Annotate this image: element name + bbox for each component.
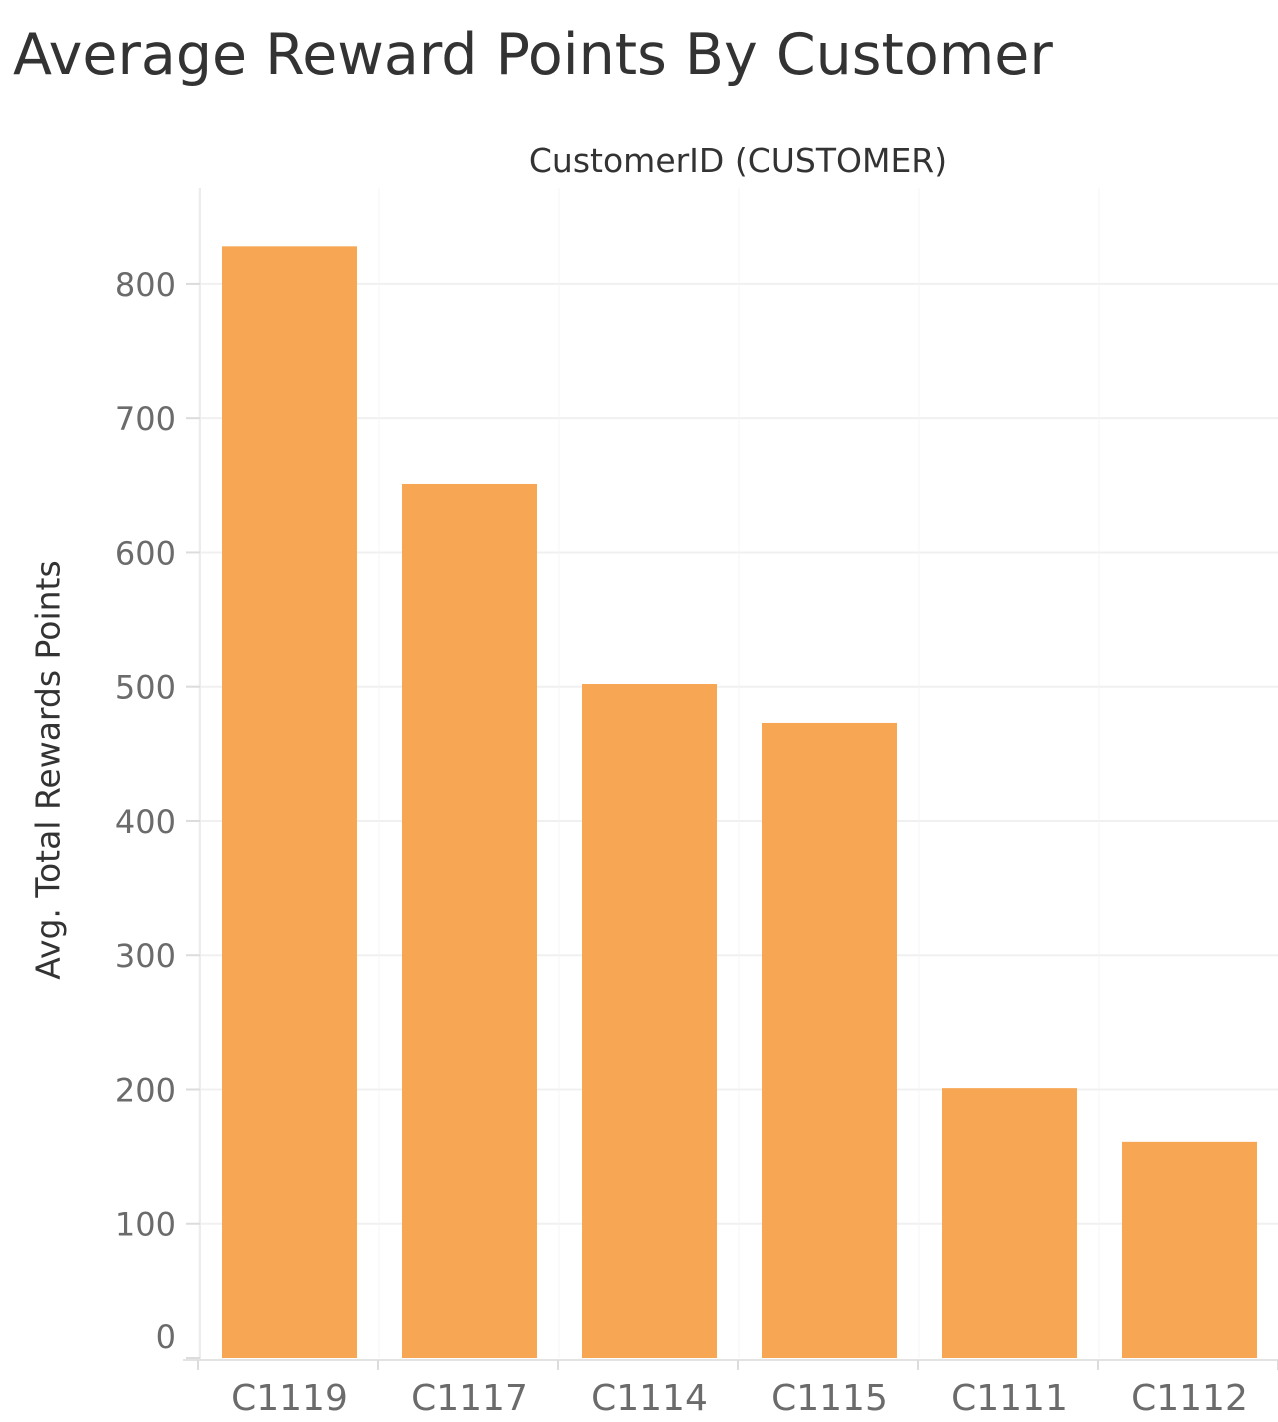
x-tick-label: C1111 bbox=[951, 1378, 1068, 1419]
bar-c1114[interactable] bbox=[582, 684, 717, 1358]
x-tick-labels: C1119 C1117 C1114 C1115 C1111 C1112 bbox=[231, 1378, 1248, 1419]
axes bbox=[183, 188, 1278, 1370]
x-tick-label: C1117 bbox=[411, 1378, 528, 1419]
y-tick-label: 600 bbox=[115, 534, 176, 572]
y-tick-label: 100 bbox=[115, 1206, 176, 1244]
y-tick-label: 700 bbox=[115, 400, 176, 438]
bar-c1117[interactable] bbox=[402, 483, 537, 1358]
y-tick-label: 500 bbox=[115, 669, 176, 707]
y-tick-labels: 0 100 200 300 400 500 600 700 800 bbox=[115, 266, 176, 1356]
y-tick-label: 0 bbox=[156, 1318, 176, 1356]
x-tick-label: C1114 bbox=[591, 1378, 708, 1419]
y-tick-label: 200 bbox=[115, 1071, 176, 1109]
x-tick-label: C1112 bbox=[1131, 1378, 1248, 1419]
bar-c1112[interactable] bbox=[1122, 1141, 1257, 1358]
gridlines bbox=[198, 188, 1278, 1358]
y-tick-label: 400 bbox=[115, 803, 176, 841]
x-tick-label: C1119 bbox=[231, 1378, 348, 1419]
bar-c1115[interactable] bbox=[762, 722, 897, 1358]
x-tick-label: C1115 bbox=[771, 1378, 888, 1419]
chart-title: Average Reward Points By Customer bbox=[13, 22, 1053, 88]
y-tick-label: 300 bbox=[115, 937, 176, 975]
bars bbox=[222, 246, 1257, 1359]
y-tick-label: 800 bbox=[115, 266, 176, 304]
column-header-label: CustomerID (CUSTOMER) bbox=[528, 141, 948, 180]
bar-c1119[interactable] bbox=[222, 246, 357, 1359]
bar-c1111[interactable] bbox=[942, 1088, 1077, 1358]
